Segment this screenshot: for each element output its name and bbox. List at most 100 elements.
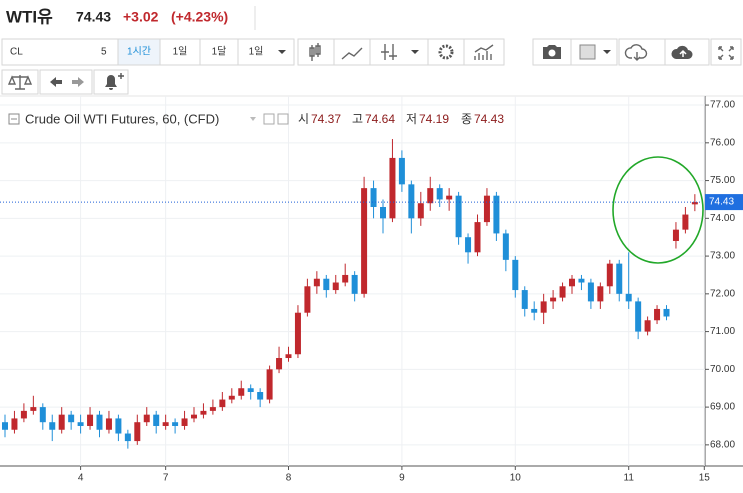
candle-body — [11, 418, 18, 430]
candle-body — [606, 263, 613, 287]
ohlc-label: 시 — [298, 112, 309, 126]
candle-body — [616, 263, 623, 294]
candle-body — [181, 418, 188, 426]
visibility-icon[interactable] — [263, 113, 275, 125]
last-price-label: 74.43 — [709, 197, 734, 208]
y-tick-label: 68.00 — [710, 439, 735, 450]
x-tick-label: 4 — [78, 473, 84, 484]
candle-body — [436, 188, 443, 200]
line-button[interactable] — [333, 38, 371, 66]
camera-lens — [548, 49, 556, 57]
candle-body — [398, 157, 405, 185]
candle-body — [294, 312, 301, 355]
candle-body — [446, 195, 453, 200]
candle-body — [191, 414, 197, 419]
x-tick-label: 7 — [163, 473, 169, 484]
candle-body — [663, 308, 670, 317]
dropdown-icon — [278, 50, 286, 54]
cloud-down-icon — [624, 44, 648, 61]
ohlc-value: 74.64 — [365, 112, 395, 126]
y-tick-label: 72.00 — [710, 288, 735, 299]
arrow-up — [679, 49, 687, 57]
candle-body — [276, 358, 283, 370]
candle-body — [417, 203, 424, 219]
candle-body — [389, 157, 396, 219]
candle-body — [531, 308, 538, 313]
candle-body — [682, 214, 689, 230]
undo-icon — [50, 77, 62, 87]
candle-body — [49, 422, 56, 430]
candle-body — [2, 422, 8, 430]
interval-label: 1시간 — [127, 46, 151, 58]
interval-label: 1달 — [212, 46, 227, 58]
redo-icon — [72, 77, 84, 87]
candle-body — [153, 414, 160, 426]
compare-icon — [474, 44, 494, 60]
candle-body — [474, 222, 481, 253]
candle-body — [124, 433, 131, 442]
y-tick-label: 76.00 — [710, 137, 735, 148]
candle-body — [483, 195, 490, 223]
load-button[interactable] — [618, 38, 666, 66]
interval-button[interactable] — [237, 38, 295, 66]
ohlc-label: 종 — [461, 112, 472, 126]
interval-label: 1일 — [173, 46, 188, 58]
y-tick-label: 69.00 — [710, 402, 735, 413]
candle-body — [644, 320, 651, 332]
candle-body — [654, 308, 661, 321]
candle-body — [493, 195, 500, 234]
toolbar-symbol: CL — [10, 47, 23, 58]
title-dropdown — [250, 117, 256, 121]
candle-body — [332, 282, 339, 291]
ohlc-value: 74.19 — [419, 112, 449, 126]
candle-body — [323, 278, 330, 291]
ohlc-label: 고 — [352, 112, 363, 126]
candle-body — [200, 410, 207, 415]
toolbar: CL 5 1시간 1일 1달 1일 — [1, 38, 742, 95]
undo-redo[interactable] — [39, 69, 93, 95]
candle-body — [219, 399, 226, 408]
candle-body — [455, 195, 462, 238]
symbol-box[interactable] — [1, 38, 119, 66]
candle-body — [115, 418, 122, 434]
candle-body — [361, 188, 368, 294]
settings-button[interactable] — [427, 38, 465, 66]
candle-body — [238, 388, 245, 396]
candle-body — [228, 395, 235, 400]
x-tick-label: 11 — [624, 473, 635, 484]
change-pct: (+4.23%) — [171, 9, 228, 25]
indicator-button[interactable] — [369, 38, 429, 66]
candle-body — [587, 282, 594, 302]
interval-button[interactable] — [159, 38, 201, 66]
compare-button[interactable] — [463, 38, 505, 66]
candle-body — [266, 369, 273, 400]
settings-icon[interactable] — [277, 113, 289, 125]
y-tick-label: 74.00 — [710, 213, 735, 224]
candle-icon — [309, 43, 321, 61]
candle-body — [77, 422, 84, 426]
candle-body — [540, 301, 547, 313]
candle-body — [559, 286, 566, 298]
ohlc-value: 74.37 — [311, 112, 341, 126]
dropdown-icon — [411, 50, 419, 54]
candle-body — [521, 290, 528, 309]
candle-body — [68, 414, 75, 423]
x-tick-label: 15 — [699, 473, 711, 484]
bell-icon — [105, 75, 117, 90]
gear-icon — [438, 44, 454, 60]
scale-icon — [7, 75, 33, 90]
symbol: WTI유 — [6, 7, 53, 26]
candle-body — [20, 410, 27, 419]
candle-body — [105, 418, 112, 430]
candle-body — [39, 407, 46, 423]
collapse-icon[interactable] — [8, 113, 20, 125]
ohlc-label: 저 — [406, 112, 417, 126]
last-price-tag — [705, 194, 743, 211]
x-tick-label: 10 — [510, 473, 522, 484]
fullscreen-button[interactable] — [710, 38, 742, 66]
candle-body — [257, 392, 264, 400]
candle-body — [550, 297, 557, 302]
candle-body — [370, 188, 377, 207]
candle-body — [635, 301, 642, 332]
